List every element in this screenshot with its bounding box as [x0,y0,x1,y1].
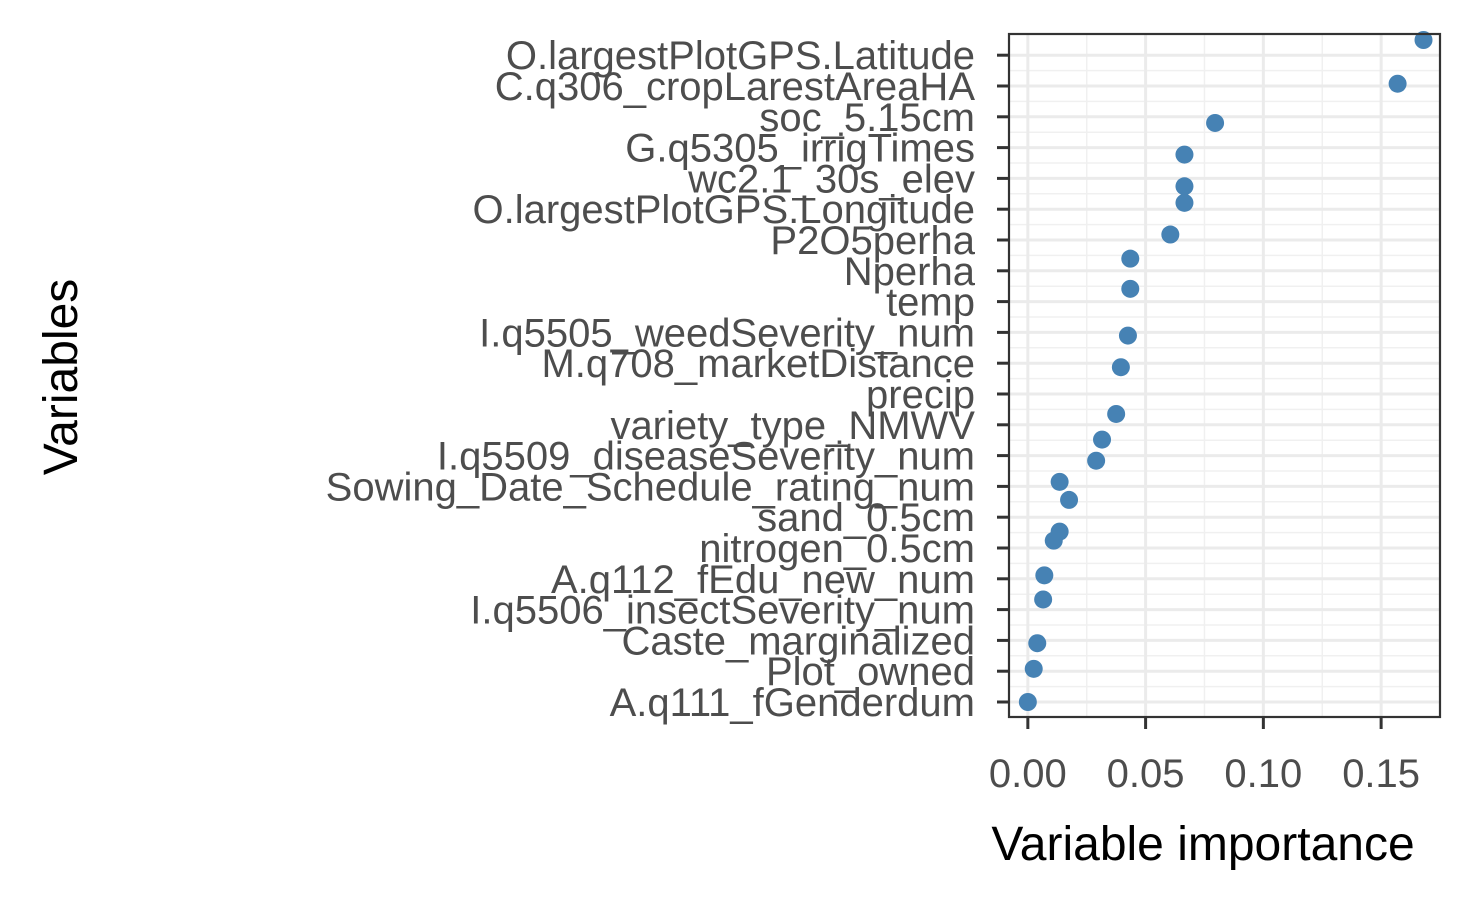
y-axis-ticks: O.largestPlotGPS.LatitudeC.q306_cropLare… [326,34,1009,725]
data-point [1121,279,1140,298]
y-tick-label: O.largestPlotGPS.Latitude [506,34,975,78]
x-tick-label: 0.10 [1224,752,1302,796]
data-point [1118,326,1137,345]
y-tick-label: variety_type_NMWV [610,404,975,448]
minor-gridlines [1009,34,1440,717]
y-tick-label: I.q5506_insectSeverity_num [470,589,975,633]
data-point [1018,693,1037,711]
y-tick-label: A.q111_fGenderdum [610,681,975,725]
data-point [1121,249,1140,268]
y-tick-label: Plot_owned [766,650,975,694]
major-gridlines [1009,34,1440,717]
data-point [1175,145,1194,164]
data-point [1111,358,1130,377]
y-tick-label: M.q708_marketDistance [541,342,975,386]
y-tick-label: G.q5305_irrigTimes [625,127,975,171]
y-tick-label: wc2.1_30s_elev [687,157,975,201]
data-point [1044,531,1063,550]
data-point [1388,74,1407,93]
data-point [1206,113,1225,132]
y-tick-label: O.largestPlotGPS.Longitude [472,188,975,232]
x-tick-label: 0.15 [1342,752,1420,796]
x-axis-ticks: 0.00 0.05 0.10 0.15 [989,717,1420,796]
y-tick-label: nitrogen_0.5cm [699,527,975,571]
data-point [1093,430,1112,449]
y-tick-label: I.q5505_weedSeverity_num [479,311,975,355]
y-tick-label: Nperha [844,250,976,294]
x-tick-label: 0.05 [1107,752,1185,796]
y-tick-label: C.q306_cropLarestAreaHA [495,65,976,109]
data-point [1414,31,1433,49]
y-tick-label: Sowing_Date_Schedule_rating_num [326,465,975,509]
y-tick-label: A.q112_fEdu_new_num [551,558,975,602]
y-tick-label: temp [886,281,975,325]
data-point [1028,634,1047,653]
y-tick-label: Caste_marginalized [621,619,975,663]
y-tick-label: precip [866,373,975,417]
y-tick-label: sand_0.5cm [757,496,975,540]
data-point [1024,659,1043,678]
data-points [1018,31,1433,711]
data-point [1034,590,1053,609]
data-point [1107,404,1126,423]
y-axis-title: Variables [35,279,88,476]
x-tick-label: 0.00 [989,752,1067,796]
data-point [1035,566,1054,585]
y-tick-label: soc_5.15cm [759,96,975,140]
data-point [1087,451,1106,470]
panel-border [1007,32,1442,719]
data-point [1050,472,1069,491]
data-point [1060,490,1079,509]
data-point [1175,177,1194,196]
data-point [1161,225,1180,244]
data-point [1175,193,1194,212]
y-tick-label: P2O5perha [770,219,975,263]
x-axis-title: Variable importance [991,818,1414,871]
y-tick-label: I.q5509_diseaseSeverity_num [437,435,975,479]
